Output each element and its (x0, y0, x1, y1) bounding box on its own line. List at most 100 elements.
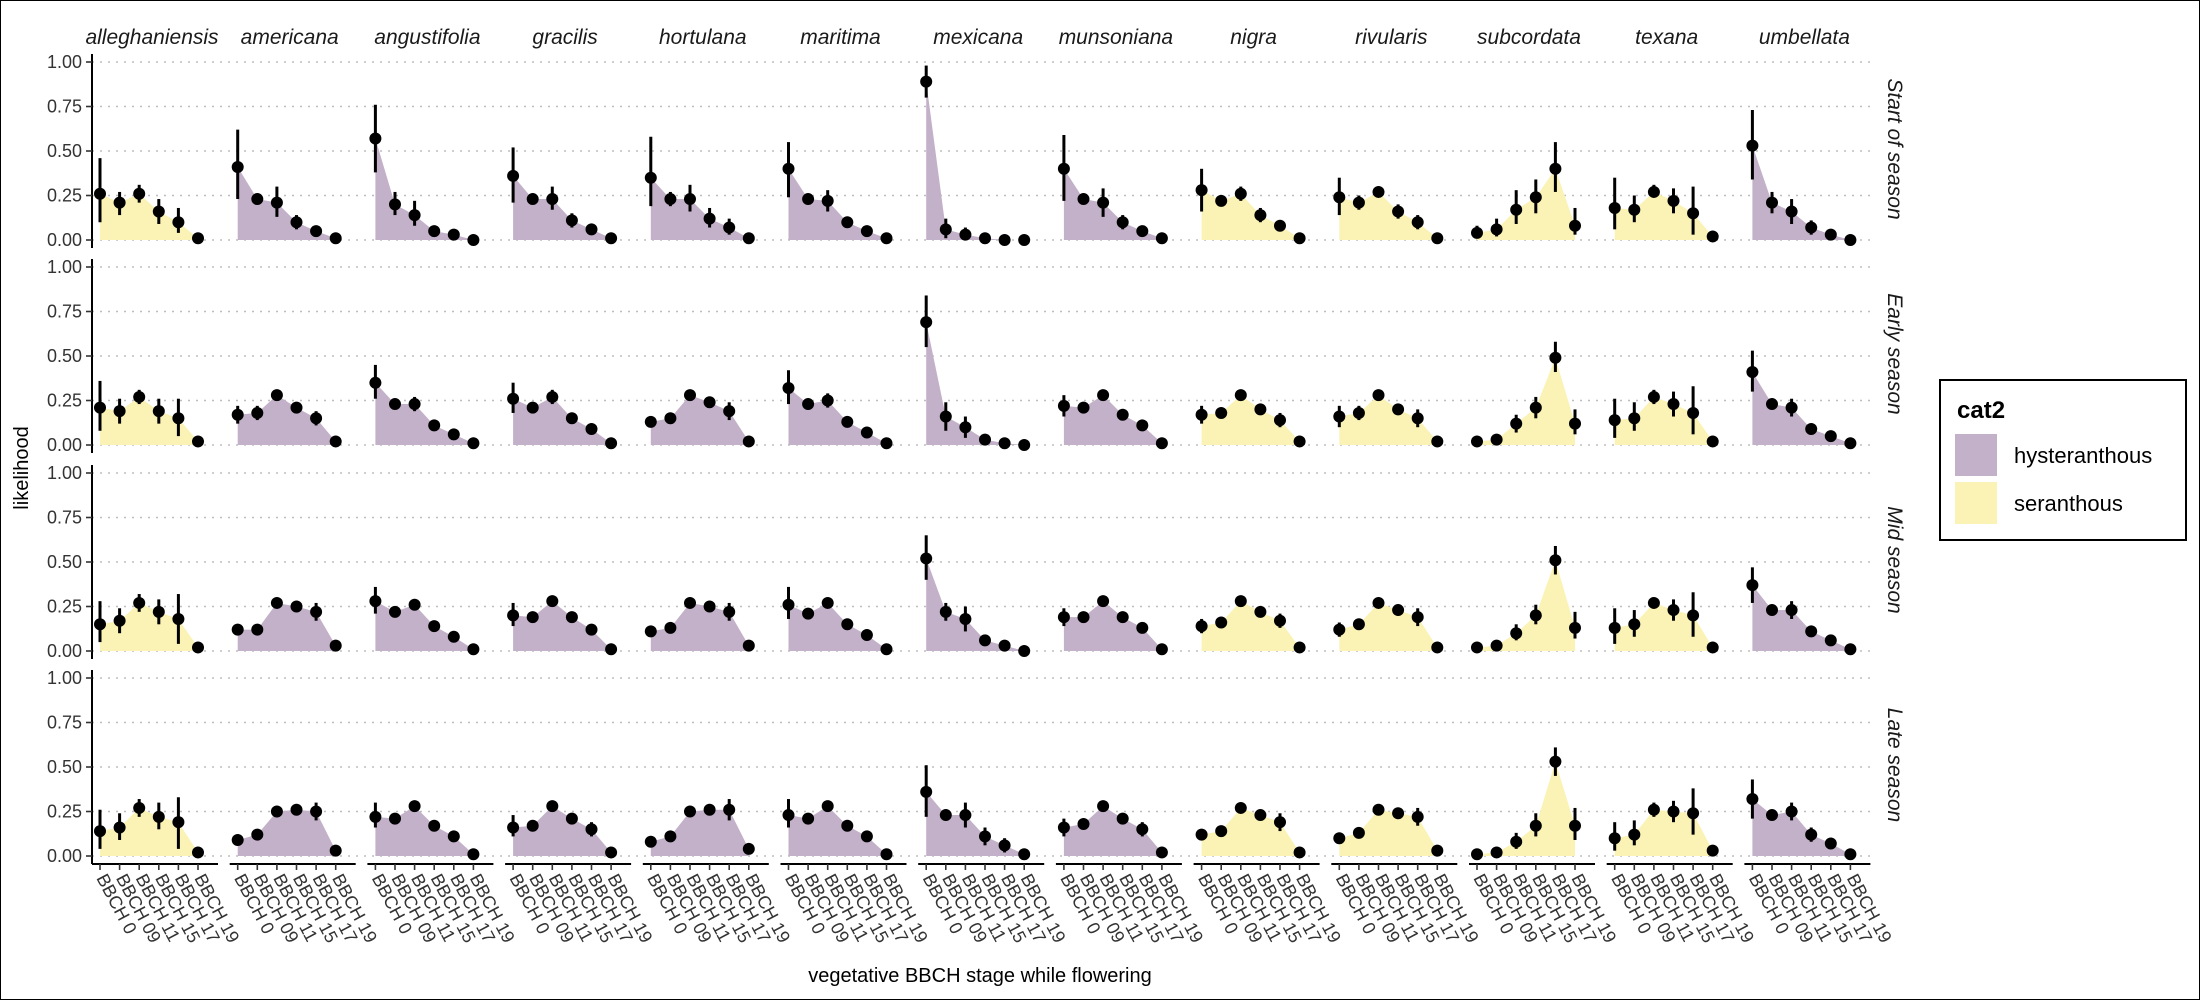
point (1805, 828, 1818, 841)
point (231, 833, 244, 846)
point (605, 846, 618, 859)
legend-swatch (1955, 434, 1997, 476)
point (467, 848, 480, 861)
point (1293, 641, 1306, 654)
point (1766, 398, 1778, 411)
point (1195, 408, 1208, 421)
area-gracilis-row2 (513, 601, 612, 651)
point (1392, 205, 1405, 218)
point (1628, 203, 1641, 216)
point (1490, 639, 1503, 652)
point (1824, 634, 1837, 647)
point (1490, 223, 1503, 236)
point (1234, 187, 1247, 200)
gridlines (92, 61, 1870, 857)
point (251, 828, 264, 841)
point (172, 816, 185, 829)
point (251, 193, 264, 206)
point (1647, 390, 1660, 403)
point (270, 805, 283, 818)
point (290, 216, 303, 229)
point (152, 205, 165, 218)
point (723, 221, 736, 234)
point (959, 612, 972, 625)
y-axis-title: likelihood (11, 426, 33, 509)
point (1785, 604, 1798, 617)
point (408, 598, 421, 611)
area-rivularis-row1 (1339, 395, 1438, 445)
point (546, 193, 559, 206)
point (1077, 401, 1090, 414)
point (880, 848, 893, 861)
point (192, 232, 204, 245)
point (979, 433, 991, 446)
point (1352, 826, 1365, 839)
point (1195, 620, 1208, 633)
point (1824, 430, 1837, 443)
point (1254, 605, 1267, 618)
point (998, 234, 1011, 246)
point (1746, 139, 1759, 152)
point (565, 214, 578, 227)
point (1569, 621, 1581, 634)
point (1746, 579, 1759, 592)
point (1510, 835, 1523, 848)
point (1018, 848, 1031, 861)
y-tick-label: 0.50 (47, 552, 82, 572)
point (1549, 162, 1562, 175)
point (428, 419, 441, 432)
point (585, 623, 598, 636)
point (290, 600, 303, 613)
point (880, 437, 893, 450)
area-angustifolia-row3 (375, 806, 474, 856)
point (742, 842, 755, 855)
point (1195, 184, 1208, 197)
point (684, 389, 696, 402)
point (821, 194, 834, 207)
point (1667, 194, 1680, 207)
point (821, 394, 834, 407)
point (310, 412, 323, 425)
point (880, 232, 893, 245)
point (1608, 414, 1621, 427)
point (329, 844, 342, 857)
area-mexicana-row3 (926, 791, 1025, 856)
point (428, 819, 441, 832)
point (664, 830, 677, 843)
axes (86, 54, 1871, 870)
area-rivularis-row3 (1339, 809, 1438, 856)
point (1529, 401, 1542, 414)
point (585, 823, 598, 836)
point (310, 805, 323, 818)
point (1057, 611, 1070, 624)
point (1431, 232, 1444, 245)
point (920, 316, 933, 329)
point (467, 437, 480, 450)
point (723, 605, 736, 618)
facet-label-americana: americana (241, 26, 339, 49)
labels: 0.00 0.25 0.50 0.75 1.00 0.00 0.25 0.50 0.75 1.00… (11, 26, 1906, 987)
point (1844, 437, 1857, 450)
point (1805, 221, 1818, 234)
point (152, 605, 165, 618)
point (526, 401, 539, 414)
point (880, 643, 893, 656)
facet-label-angustifolia: angustifolia (374, 26, 480, 49)
point (860, 426, 873, 439)
point (1824, 837, 1837, 850)
point (270, 596, 283, 609)
point (507, 821, 520, 834)
point (1431, 844, 1444, 857)
point (172, 612, 185, 625)
point (1352, 406, 1365, 419)
point (1136, 621, 1149, 634)
point (1411, 611, 1424, 624)
y-tick-label: 1.00 (47, 463, 82, 483)
point (546, 595, 559, 608)
point (742, 435, 755, 448)
point (1608, 621, 1621, 634)
season-label: Mid season (1883, 506, 1906, 613)
y-tick-label: 0.25 (47, 186, 82, 206)
point (94, 825, 106, 838)
y-tick-label: 0.25 (47, 391, 82, 411)
